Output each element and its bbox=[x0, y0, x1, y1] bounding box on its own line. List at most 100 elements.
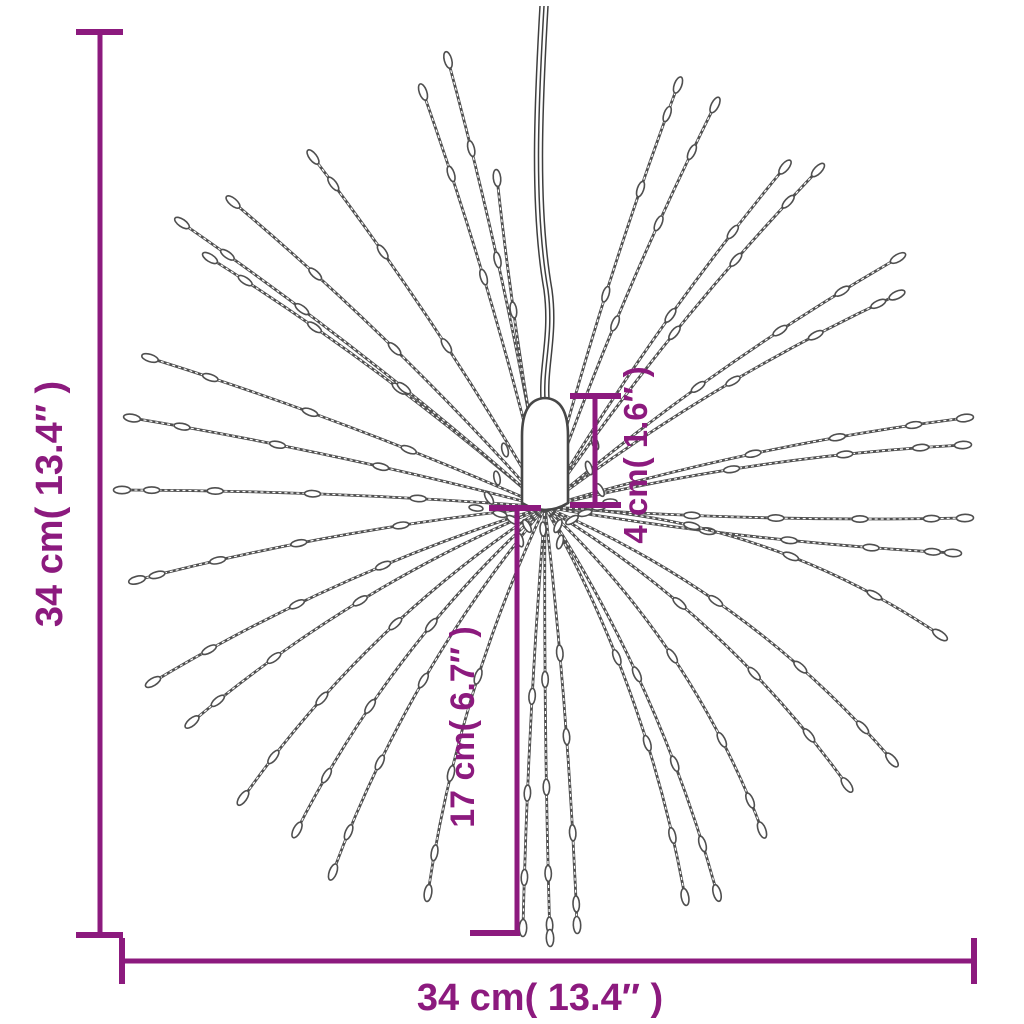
wire-branch-twist bbox=[149, 357, 546, 508]
led-bead bbox=[680, 887, 690, 907]
wire-branch-twist bbox=[312, 156, 546, 508]
led-bead bbox=[364, 698, 377, 715]
led-bead bbox=[601, 285, 611, 303]
led-bead bbox=[905, 420, 923, 430]
led-bead bbox=[267, 749, 280, 765]
hanging-cable bbox=[533, 5, 555, 400]
wire-branch bbox=[543, 506, 687, 898]
led-bead bbox=[778, 159, 792, 175]
wire-branch-twist bbox=[544, 506, 578, 926]
led-bead bbox=[686, 143, 698, 161]
cable-wire bbox=[533, 5, 547, 400]
wire-branch-twist bbox=[544, 506, 893, 761]
led-bead bbox=[793, 660, 808, 674]
wire-branch bbox=[544, 505, 941, 637]
led-bead bbox=[268, 440, 287, 450]
wire-branch bbox=[544, 293, 898, 509]
led-bead bbox=[553, 518, 563, 534]
led-bead bbox=[541, 670, 550, 689]
wire-branch bbox=[191, 505, 546, 724]
led-bead bbox=[810, 162, 826, 178]
led-bead bbox=[500, 442, 510, 458]
led-bead bbox=[744, 449, 762, 459]
led-bead bbox=[492, 168, 502, 188]
led-bead bbox=[308, 267, 323, 281]
led-bead bbox=[851, 514, 869, 524]
led-bead bbox=[711, 883, 723, 903]
led-bead bbox=[683, 511, 701, 520]
led-bead bbox=[142, 486, 161, 495]
led-bead bbox=[631, 666, 643, 683]
led-bead bbox=[266, 651, 282, 665]
led-bead bbox=[291, 821, 303, 839]
led-bead bbox=[388, 616, 403, 631]
led-bead bbox=[889, 251, 907, 265]
led-bead bbox=[442, 50, 454, 70]
center-housing-body bbox=[520, 396, 570, 512]
branch-drop-label: 17 cm( 6.7″ ) bbox=[444, 626, 482, 828]
led-bead bbox=[201, 251, 219, 265]
led-bead bbox=[446, 764, 456, 783]
led-bead bbox=[840, 776, 854, 794]
led-bead bbox=[870, 298, 887, 310]
wire-branch bbox=[543, 169, 820, 508]
led-bead bbox=[141, 352, 159, 364]
led-bead bbox=[725, 375, 741, 387]
led-bead bbox=[562, 727, 571, 746]
starburst-branches bbox=[112, 50, 975, 948]
wire-branch-twist bbox=[544, 166, 786, 508]
led-bead bbox=[306, 149, 320, 165]
wire-branch bbox=[181, 221, 546, 509]
led-bead bbox=[210, 694, 226, 708]
led-bead bbox=[352, 595, 369, 607]
led-bead bbox=[836, 450, 854, 459]
led-bead bbox=[866, 589, 883, 601]
led-bead bbox=[716, 731, 728, 748]
led-bead bbox=[545, 928, 555, 948]
wire-branch-twist bbox=[544, 104, 716, 508]
led-bead bbox=[468, 504, 484, 512]
led-bead bbox=[756, 821, 768, 839]
led-bead bbox=[518, 918, 528, 938]
wire-branch-twist bbox=[121, 489, 546, 508]
wire-branch-twist bbox=[136, 506, 546, 581]
led-bead bbox=[509, 301, 518, 319]
led-bead bbox=[493, 251, 502, 269]
wire-branch bbox=[521, 506, 547, 929]
led-bead bbox=[236, 789, 250, 807]
led-bead bbox=[446, 165, 456, 183]
led-bead bbox=[683, 521, 701, 531]
wire-branch bbox=[311, 156, 547, 508]
wire-branch bbox=[543, 506, 579, 926]
bulb-drop-dimension: 4 cm( 1.6″ ) bbox=[570, 366, 654, 544]
wire-branch-twist bbox=[544, 506, 686, 898]
led-bead bbox=[466, 139, 476, 158]
led-bead bbox=[690, 380, 706, 394]
wire-branch-twist bbox=[422, 91, 546, 508]
wire-branch-twist bbox=[544, 444, 964, 508]
led-bead bbox=[528, 687, 537, 706]
wire-branch-twist bbox=[544, 506, 954, 554]
height-dimension-label: 34 cm( 13.4″ ) bbox=[29, 381, 71, 627]
led-bead bbox=[572, 915, 582, 935]
led-bead bbox=[726, 224, 740, 240]
led-bead bbox=[343, 823, 354, 841]
wire-branch-twist bbox=[544, 294, 898, 508]
led-bead bbox=[483, 491, 495, 505]
led-bead bbox=[747, 666, 762, 681]
led-bead bbox=[767, 513, 785, 523]
led-bead bbox=[327, 176, 340, 192]
wire-branch-twist bbox=[131, 417, 546, 508]
led-bead bbox=[492, 470, 502, 486]
led-bead bbox=[387, 341, 402, 356]
led-bead bbox=[320, 767, 333, 784]
led-bead bbox=[888, 289, 906, 301]
led-bead bbox=[943, 548, 963, 558]
led-bead bbox=[424, 617, 438, 633]
led-bead bbox=[555, 534, 565, 550]
wire-branch-twist bbox=[191, 506, 546, 723]
led-bead bbox=[862, 543, 880, 552]
dimension-annotations: 34 cm( 13.4″ ) 34 cm( 13.4″ ) 4 cm( 1.6″… bbox=[29, 29, 977, 1019]
led-bead bbox=[780, 536, 798, 545]
led-bead bbox=[237, 274, 253, 287]
